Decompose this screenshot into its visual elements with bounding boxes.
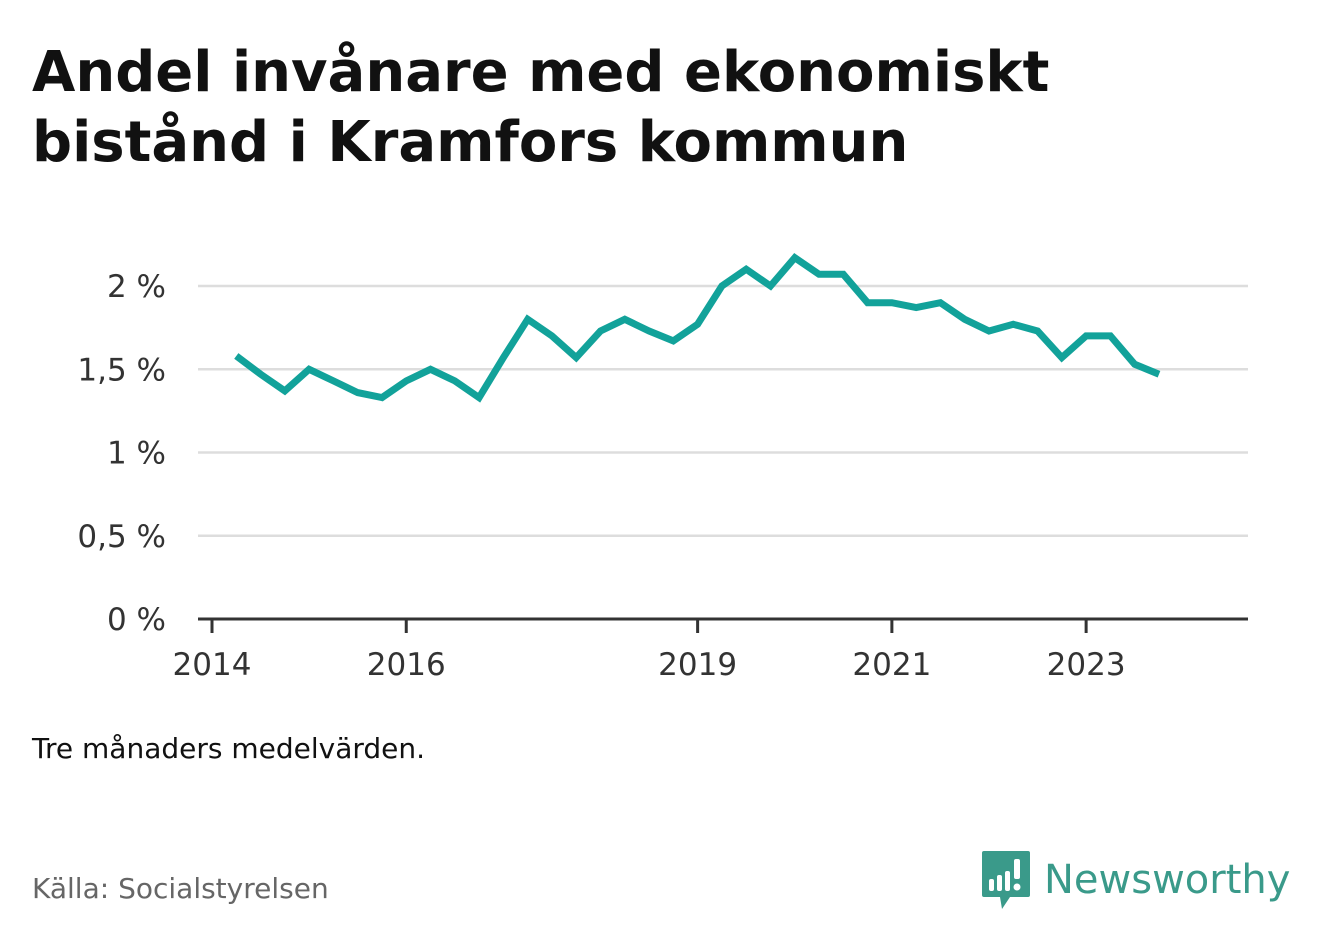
data-point [500, 355, 506, 361]
data-point [233, 353, 239, 359]
data-point [719, 283, 725, 289]
brand-name: Newsworthy [1044, 857, 1291, 903]
data-point [1156, 371, 1162, 377]
data-point [1107, 333, 1113, 339]
data-point [476, 395, 482, 401]
data-point [913, 305, 919, 311]
y-tick-label: 2 % [107, 269, 166, 305]
data-point [622, 316, 628, 322]
y-tick-label: 0,5 % [77, 519, 166, 555]
data-point [646, 328, 652, 334]
data-point [792, 255, 798, 261]
data-point [986, 328, 992, 334]
y-tick-label: 1,5 % [77, 352, 166, 388]
brand-logo[interactable]: Newsworthy [980, 848, 1290, 912]
x-tick-label: 2019 [658, 647, 737, 683]
data-point [598, 328, 604, 334]
data-point [355, 390, 361, 396]
data-point [1010, 321, 1016, 327]
data-point [1035, 328, 1041, 334]
data-point [525, 316, 531, 322]
data-point [573, 355, 579, 361]
data-point [282, 388, 288, 394]
data-point [1083, 333, 1089, 339]
data-point [428, 366, 434, 372]
series-line [234, 253, 1161, 403]
data-point [865, 300, 871, 306]
series-layer [233, 253, 1162, 403]
x-axis-ticks: 2014 2016 2019 2021 2023 [173, 619, 1126, 683]
gridlines [198, 284, 1248, 537]
data-point [1059, 355, 1065, 361]
data-point [743, 266, 749, 272]
data-point [695, 321, 701, 327]
data-point [670, 338, 676, 344]
y-tick-label: 0 % [107, 602, 166, 638]
data-point [816, 271, 822, 277]
chart-note: Tre månaders medelvärden. [32, 732, 426, 765]
data-point [937, 300, 943, 306]
data-point [452, 378, 458, 384]
x-tick-label: 2016 [367, 647, 446, 683]
line-chart: 0 % 0,5 % 1 % 1,5 % 2 % 2014 2016 2019 2021 2023 [77, 253, 1248, 683]
y-tick-label: 1 % [107, 436, 166, 472]
x-tick-label: 2014 [173, 647, 252, 683]
data-point [1132, 361, 1138, 367]
data-point [840, 271, 846, 277]
x-tick-label: 2023 [1047, 647, 1126, 683]
y-axis-ticks: 0 % 0,5 % 1 % 1,5 % 2 % [77, 269, 166, 638]
data-point [258, 371, 264, 377]
data-point [889, 300, 895, 306]
data-point [403, 378, 409, 384]
data-point [549, 333, 555, 339]
data-point [379, 395, 385, 401]
data-point [962, 316, 968, 322]
chart-title: Andel invånare med ekonomiskt bistånd i … [32, 40, 1050, 175]
x-tick-label: 2021 [852, 647, 931, 683]
newsworthy-logo-icon [982, 851, 1030, 909]
data-point [306, 366, 312, 372]
source-label: Källa: Socialstyrelsen [32, 872, 329, 905]
data-point [330, 378, 336, 384]
data-point [767, 283, 773, 289]
